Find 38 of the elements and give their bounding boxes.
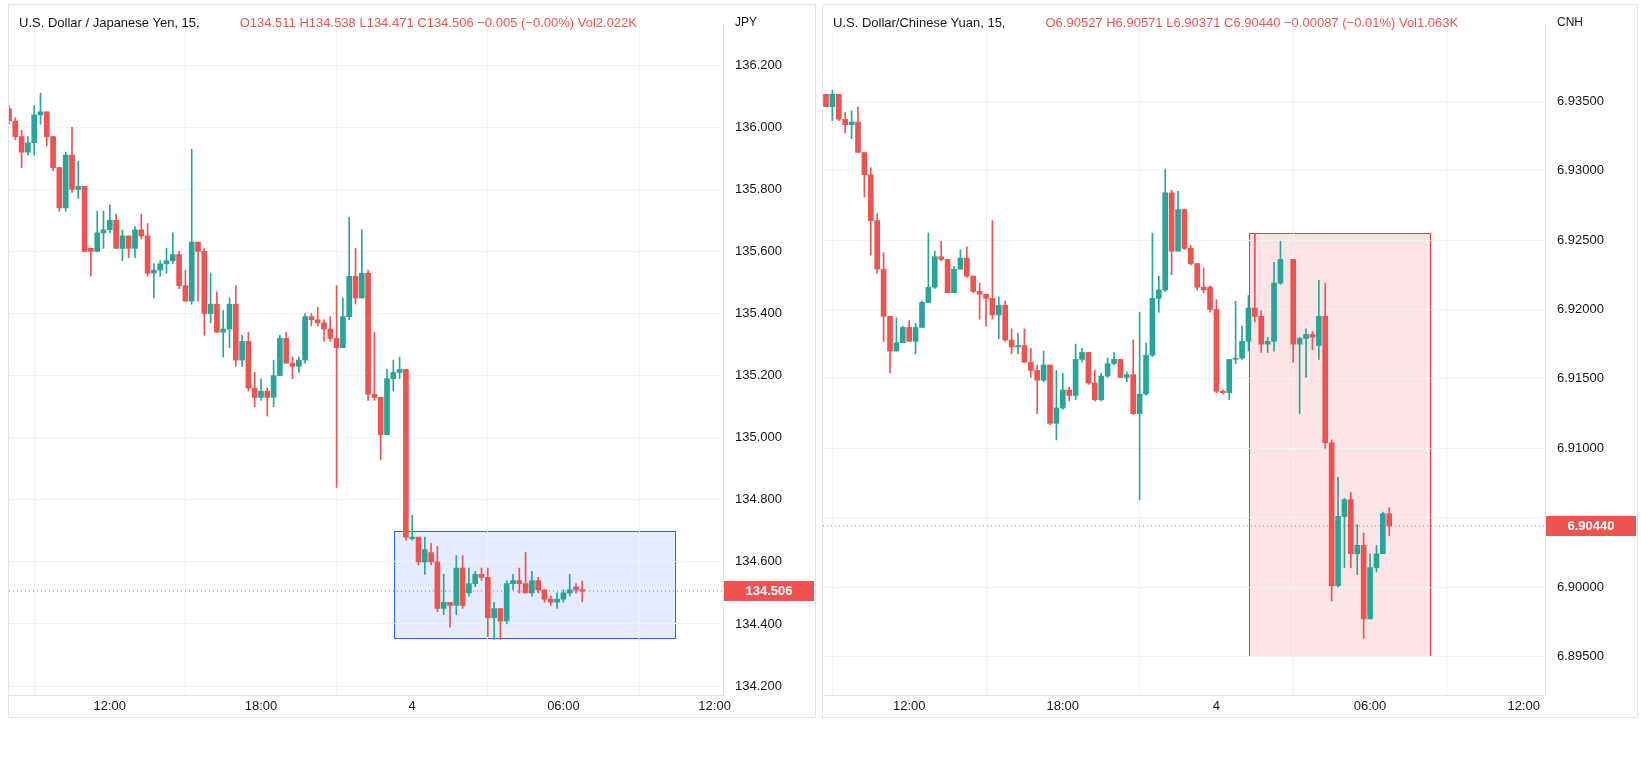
x-tick-label: 12:00 xyxy=(93,697,127,713)
y-tick-label: 135.800 xyxy=(735,180,782,196)
x-tick-label: 06:00 xyxy=(547,697,580,713)
chart-subtitle: O134.511 H134.538 L134.471 C134.506 −0.005 (−0.00%) Vol2.022K xyxy=(239,15,637,30)
chart-subtitle: O6.90527 H6.90571 L6.90371 C6.90440 −0.00087 (−0.01%) Vol1.063K xyxy=(1045,15,1459,30)
y-tick-label: 6.91000 xyxy=(1557,439,1604,455)
y-tick-label: 6.89500 xyxy=(1557,648,1604,664)
x-tick-label: 12:00 xyxy=(698,697,731,713)
x-tick-label: 06:00 xyxy=(1353,697,1387,713)
y-tick-label: 6.91500 xyxy=(1557,370,1604,386)
x-tick-label: 18:00 xyxy=(244,697,278,713)
y-tick-label: 135.400 xyxy=(735,305,782,321)
ref-line-label: 134.506 xyxy=(745,582,793,598)
x-tick-label: 4 xyxy=(1212,697,1221,713)
y-tick-label: 135.000 xyxy=(735,429,782,445)
chart-title: U.S. Dollar/Chinese Yuan, 15, xyxy=(833,15,1006,30)
y-tick-label: 6.90000 xyxy=(1557,578,1604,594)
y-axis-title: CNH xyxy=(1557,15,1583,29)
y-tick-label: 136.000 xyxy=(735,118,782,134)
y-tick-label: 6.93500 xyxy=(1557,92,1604,108)
y-axis-title: JPY xyxy=(735,15,758,29)
y-tick-label: 136.200 xyxy=(735,56,782,72)
y-tick-label: 6.93000 xyxy=(1557,162,1604,178)
y-tick-label: 6.92500 xyxy=(1557,231,1604,247)
x-tick-label: 18:00 xyxy=(1046,697,1080,713)
candlestick xyxy=(823,93,829,108)
y-tick-label: 134.800 xyxy=(735,491,782,507)
y-tick-label: 135.600 xyxy=(735,243,782,259)
y-tick-label: 134.400 xyxy=(735,615,782,631)
ref-line-label: 6.90440 xyxy=(1567,517,1615,533)
y-tick-label: 6.92000 xyxy=(1557,301,1604,316)
y-tick-label: 134.600 xyxy=(735,553,782,569)
x-tick-label: 4 xyxy=(408,697,416,713)
x-tick-label: 12:00 xyxy=(892,697,926,713)
x-tick-label: 12:00 xyxy=(1507,697,1540,713)
chart-title: U.S. Dollar / Japanese Yen, 15, xyxy=(19,15,200,30)
y-tick-label: 134.200 xyxy=(735,677,782,693)
y-tick-label: 135.200 xyxy=(735,367,782,383)
